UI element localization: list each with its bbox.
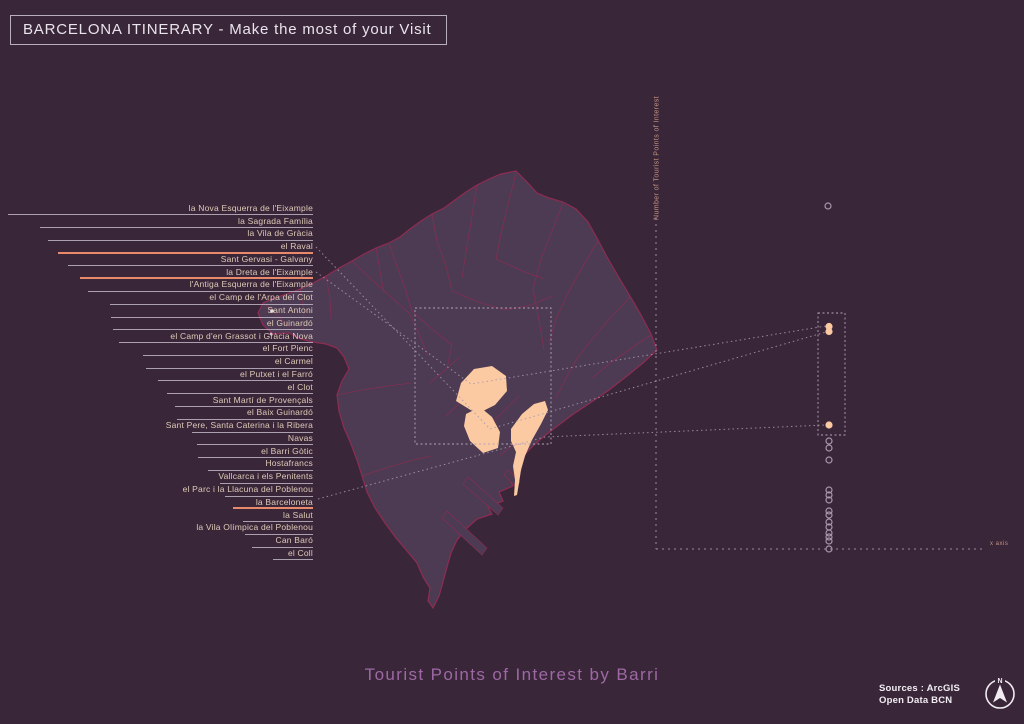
poi-dot xyxy=(825,529,833,537)
poi-dot-highlight xyxy=(825,421,833,429)
poi-dot-highlight xyxy=(825,322,833,331)
barri-boundaries xyxy=(262,172,652,477)
marker-dot xyxy=(269,332,273,336)
poi-dot xyxy=(825,437,833,445)
page-title-box: BARCELONA ITINERARY - Make the most of y… xyxy=(10,15,447,45)
chart-title: Tourist Points of Interest by Barri xyxy=(364,665,660,684)
poi-dot xyxy=(825,456,833,464)
poi-dot xyxy=(825,533,833,541)
page-title: BARCELONA ITINERARY - Make the most of y… xyxy=(23,21,432,38)
poi-dot-strip xyxy=(824,202,833,553)
poi-dot-highlight xyxy=(825,327,833,336)
compass-icon: N xyxy=(980,675,1020,715)
plot-axes xyxy=(655,218,986,550)
poi-dot xyxy=(825,486,833,494)
map-focus-rect xyxy=(414,307,552,445)
y-axis-label: Number of Tourist Points of Interest xyxy=(653,96,661,220)
barcelona-map xyxy=(257,170,658,610)
poi-dot xyxy=(825,496,833,504)
map-outline xyxy=(257,170,658,610)
sources-line-2: Open Data BCN xyxy=(879,694,953,706)
barri-el-raval xyxy=(464,407,500,453)
poi-dot xyxy=(825,444,833,452)
poi-dot xyxy=(825,507,833,515)
poi-dot xyxy=(825,491,833,499)
sources-credit: Sources : ArcGIS Open Data BCN xyxy=(879,683,960,707)
marker-dot xyxy=(270,309,274,313)
highlighted-barris xyxy=(456,366,548,496)
poi-dot xyxy=(824,202,832,210)
leader-la-dreta xyxy=(315,271,827,385)
poi-dot xyxy=(825,537,833,545)
leader-lines xyxy=(315,246,827,500)
barri-la-barceloneta xyxy=(511,401,548,496)
poi-dot xyxy=(825,511,833,519)
sources-line-1: Sources : ArcGIS xyxy=(879,683,960,694)
compass-needle xyxy=(993,684,1007,703)
x-axis-label: x axis xyxy=(990,541,1009,547)
barri-la-dreta-eixample xyxy=(456,366,507,414)
plot-focus-rect xyxy=(817,312,846,436)
leader-barceloneta xyxy=(317,424,827,500)
compass-north-label: N xyxy=(997,678,1002,685)
poi-dot xyxy=(825,545,833,553)
poi-dot xyxy=(825,518,833,526)
